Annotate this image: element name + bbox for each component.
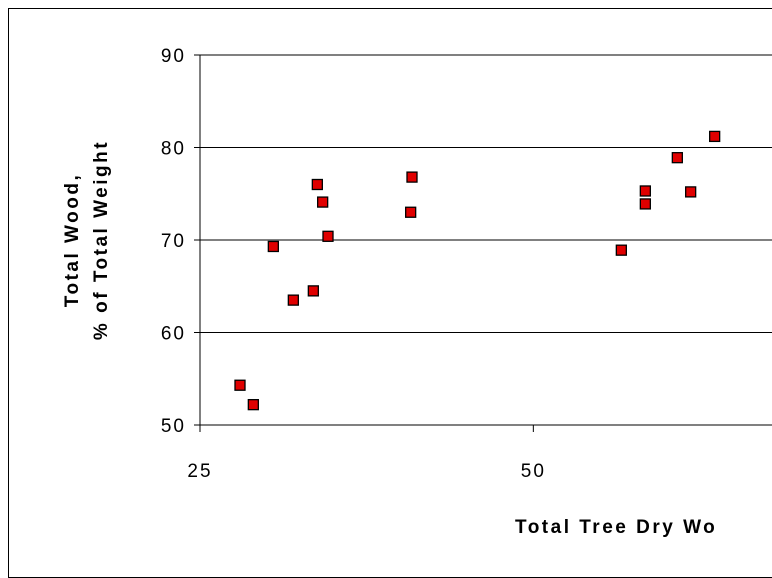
x-tick-label-25: 25 [187,461,212,482]
data-point-15 [685,186,697,198]
data-point-9 [405,206,417,218]
y-tick-label-80: 80 [161,139,186,160]
y-tick-label-50: 50 [161,416,186,437]
data-point-14 [671,152,683,164]
data-point-3 [267,240,279,253]
y-axis-title-line-2: % of Total Weight [91,140,112,340]
y-tick-labels: 50 60 70 80 90 [161,46,186,437]
x-tick-label-50: 50 [521,461,546,482]
data-point-1 [234,379,246,391]
y-tick-label-70: 70 [161,231,186,252]
data-points [234,130,721,411]
data-point-4 [287,294,299,306]
data-point-13 [639,198,651,210]
data-point-10 [406,171,418,183]
grid-lines [200,54,772,426]
y-tick-label-60: 60 [161,324,186,345]
data-point-7 [317,196,329,208]
y-axis-title-line-1: Total Wood, [62,173,83,307]
x-tick-labels: 255075 [187,461,546,482]
y-tick-label-90: 90 [161,46,186,67]
x-axis-title: Total Tree Dry Wo [515,517,717,538]
data-point-8 [322,230,334,242]
axes [194,54,772,432]
data-point-16 [709,130,721,143]
data-point-6 [311,178,323,191]
data-point-2 [247,398,259,411]
data-point-12 [639,185,651,197]
data-point-5 [307,285,319,297]
data-point-11 [615,244,627,256]
